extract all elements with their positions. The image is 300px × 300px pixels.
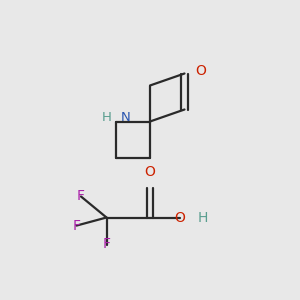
Text: F: F bbox=[73, 219, 80, 232]
Text: H: H bbox=[198, 211, 208, 224]
Text: O: O bbox=[145, 165, 155, 179]
Text: F: F bbox=[103, 238, 110, 251]
Text: H: H bbox=[102, 111, 112, 124]
Text: F: F bbox=[77, 190, 85, 203]
Text: O: O bbox=[175, 211, 185, 224]
Text: N: N bbox=[121, 111, 130, 124]
Text: O: O bbox=[196, 64, 206, 78]
